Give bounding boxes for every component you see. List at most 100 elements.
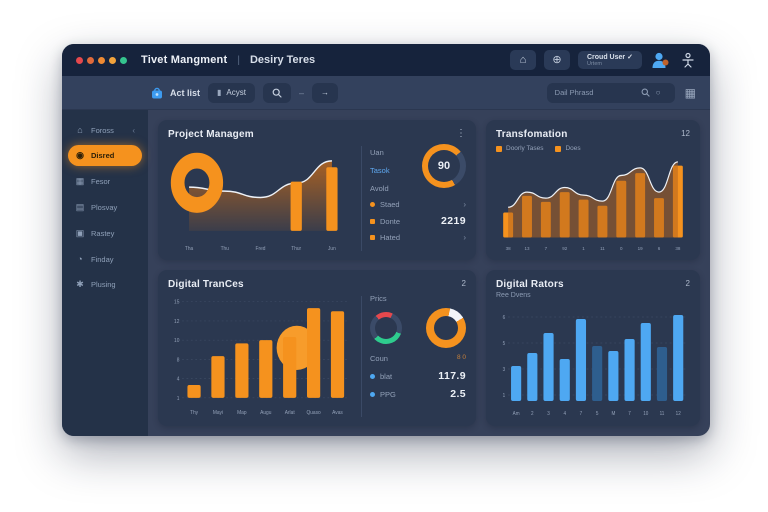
search-button[interactable] [262,82,291,103]
sidebar-item-disred[interactable]: ◉ Disred [68,145,142,166]
svg-text:5: 5 [503,341,506,347]
arrow-right-icon: → [321,88,329,97]
sidebar-item-foross[interactable]: ⌂ Foross ‹ [68,120,142,140]
svg-text:Am: Am [513,411,520,417]
check-icon: ✓ [627,54,633,61]
app-window: Tivet Mangment | Desiry Teres ⌂ ⊕ Croud … [62,44,710,436]
window-control-dot[interactable] [76,56,83,64]
sidebar-item-fesor[interactable]: ▦ Fesor [68,171,142,192]
stat-row-staed[interactable]: Staed › [370,200,466,209]
svg-text:Thu: Thu [221,246,229,252]
svg-text:1: 1 [503,393,506,399]
doc-title: Desiry Teres [249,54,316,66]
forward-button[interactable]: → [312,82,338,103]
svg-text:Augu: Augu [260,410,271,416]
title-divider: | [237,54,240,66]
bag-icon [152,87,162,98]
svg-text:7: 7 [545,246,548,251]
svg-text:0: 0 [620,246,623,251]
svg-text:Quaso: Quaso [306,410,320,416]
tasks-icon: ▣ [75,228,85,238]
svg-text:Tha: Tha [185,246,193,252]
agent-button[interactable]: ▮ Acyst [208,82,255,103]
svg-text:M: M [611,411,615,417]
card-badge: 12 [681,129,690,138]
rators-chart: 6 5 3 1 Am 2 3 4 7 5 M 7 10 11 12 [496,303,690,419]
stat-link[interactable]: Tasok [370,166,390,175]
user-menu-button[interactable]: Croud User ✓ Urtem [578,51,642,69]
stat-value: 2219 [441,215,466,227]
gauge-value: 90 [437,160,451,172]
stat-label: Uan [370,148,384,157]
sidebar-item-label: Fesor [91,177,111,186]
globe-button[interactable]: ⊕ [544,50,570,70]
stat-row-hated[interactable]: Hated › [370,233,466,242]
svg-text:6: 6 [658,246,661,251]
sidebar-item-rastey[interactable]: ▣ Rastey [68,223,142,244]
project-stats: Uan Tasok Avold 90 Staed [370,144,466,253]
home-button[interactable]: ⌂ [510,50,536,70]
stat-row-ppg[interactable]: PPG 2.5 [370,388,466,400]
stat-row-blat[interactable]: blat 117.9 [370,370,466,382]
orange-square-icon [370,218,375,224]
svg-text:1: 1 [177,396,180,402]
svg-text:11: 11 [660,411,665,417]
svg-text:Jun: Jun [328,246,336,252]
stat-row-donte[interactable]: Donte 2219 [370,215,466,227]
active-list[interactable]: Act list [150,86,200,100]
legend-swatch-icon [496,145,502,152]
collapse-icon[interactable]: ‹ [132,125,135,135]
globe-icon: ⊕ [552,54,562,66]
mini-gauge [370,312,402,344]
trances-chart: 15 12 10 8 4 1 Thy Mayi Map Augu Arlat Quaso Avas [168,294,353,419]
sidebar-item-label: Rastey [91,229,115,238]
stat-value: 117.9 [438,370,466,382]
card-badge: 2 [461,279,466,288]
mini-donut [426,308,466,348]
window-control-dot[interactable] [98,56,105,64]
card-title: Transfomation [496,129,568,140]
sidebar-item-plosvay[interactable]: ▤ Plosvay [68,197,142,218]
card-project-management: Project Managem ⋮ Tha Thu Fred Thur Jun Uan … [158,120,476,260]
svg-text:19: 19 [638,246,643,251]
avatar[interactable] [650,50,670,70]
sidebar-item-label: Finday [91,254,114,264]
card-transformation: Transfomation 12 Doorly Tases Does 38 13 7… [486,120,700,260]
user-menu-sub: Urtem [587,61,602,67]
svg-text:Thy: Thy [190,410,199,416]
sidebar-item-label: Foross [91,125,114,135]
svg-text:7: 7 [628,411,631,417]
sidebar-item-finday[interactable]: ◔ Finday [68,249,142,269]
svg-text:3: 3 [503,367,506,373]
legend-swatch-icon [555,145,562,152]
trances-stats: Prics Coun 8 0 blat [370,294,466,419]
stats-header: Prics [370,294,387,303]
stat-label: Avold [370,184,389,193]
toolbar-dash: – [298,87,304,98]
window-control-dot[interactable] [109,56,116,64]
apps-grid-icon[interactable]: ▦ [684,85,696,100]
window-control-dot[interactable] [120,56,127,64]
svg-text:38: 38 [506,246,511,251]
chevron-right-icon: › [463,233,466,242]
clear-icon[interactable]: ○ [655,88,661,97]
window-control-dot[interactable] [87,56,94,64]
gear-icon: ✱ [76,279,84,289]
search-input[interactable] [554,88,635,97]
sidebar-item-plusing[interactable]: ✱ Plusing [68,274,142,295]
legend-item: Does [555,145,581,152]
card-digital-trances: Digital TranCes 2 15 12 10 8 4 1 Thy Mayi Map Aug… [158,270,476,426]
modules-icon: ▦ [75,176,85,186]
profile-icon[interactable] [680,52,696,68]
kebab-menu-icon[interactable]: ⋮ [456,128,466,139]
count-label: Coun [370,354,388,363]
transformation-chart: 38 13 7 92 1 11 0 19 6 38 [496,156,690,253]
orange-dot-icon [370,202,375,207]
act-list-label: Act list [170,87,201,98]
search-icon [641,88,650,97]
count-value: 8 0 [456,354,466,361]
search-field[interactable]: ○ [546,82,675,103]
svg-text:5: 5 [596,411,599,417]
search-icon [272,88,282,98]
card-subtitle: Ree Dvens [496,292,531,299]
